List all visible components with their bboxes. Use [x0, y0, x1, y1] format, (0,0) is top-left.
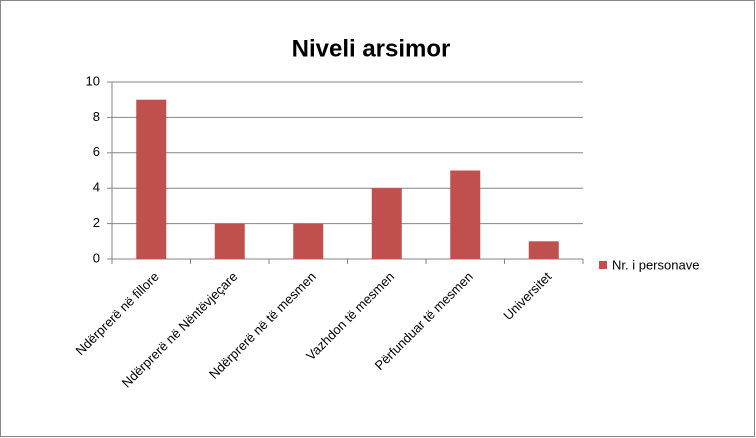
y-tick-label: 0	[93, 250, 100, 265]
bar	[371, 188, 402, 259]
y-tick-label: 6	[93, 144, 100, 159]
bar	[214, 223, 245, 259]
legend-swatch	[599, 261, 607, 269]
bar	[136, 99, 167, 259]
legend-label: Nr. i personave	[612, 257, 699, 272]
y-tick-label: 8	[93, 109, 100, 124]
bar	[450, 170, 481, 259]
chart-title: Niveli arsimor	[292, 35, 451, 62]
y-tick-label: 2	[93, 215, 100, 230]
bar	[293, 223, 324, 259]
bar	[528, 241, 559, 259]
y-tick-label: 4	[93, 180, 100, 195]
y-tick-label: 10	[86, 73, 100, 88]
